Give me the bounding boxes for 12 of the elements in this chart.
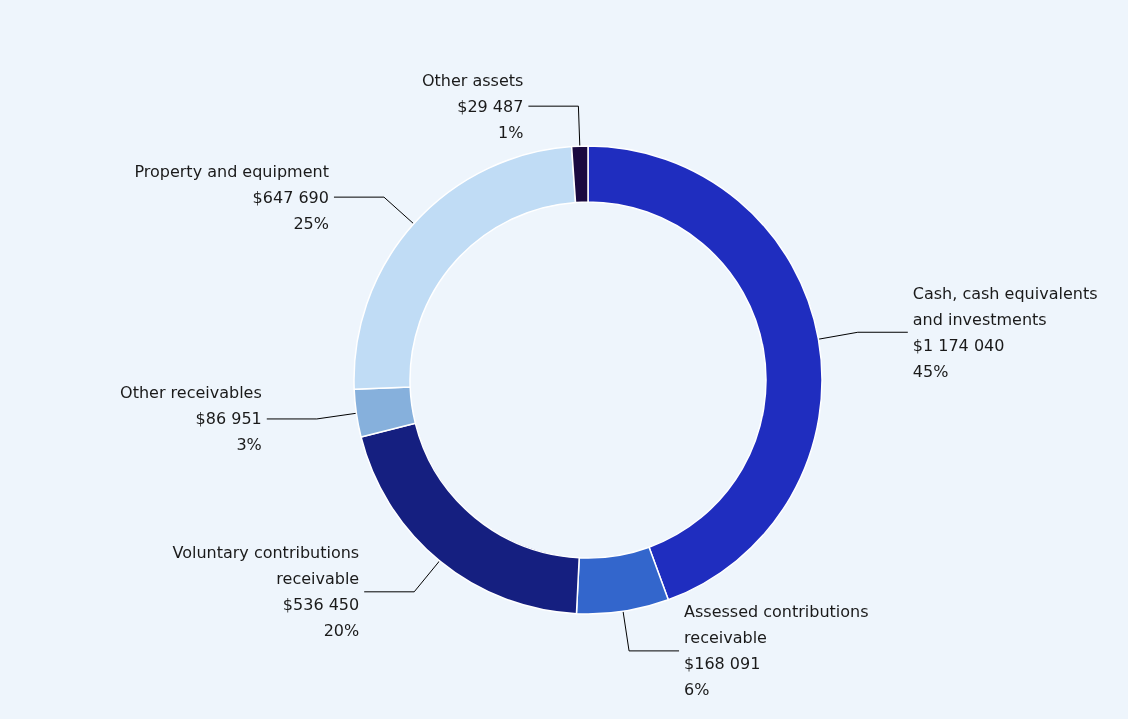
data-label: $168 091 6%: [684, 654, 761, 700]
slice-label: Assessed contributions receivable: [684, 602, 869, 648]
data-label: $647 690 25%: [252, 187, 329, 233]
slice-label: Other assets: [421, 70, 524, 90]
data-label: $536 450 20%: [282, 595, 360, 641]
slice-label: Other receivables: [120, 383, 262, 403]
data-label: $29 487 1%: [457, 96, 524, 142]
slice-label: Property and equipment: [134, 161, 329, 181]
data-label: $1 174 040 45%: [912, 335, 1005, 381]
slice-label: Voluntary contributions receivable: [172, 543, 360, 589]
data-label: $86 951 3%: [195, 409, 262, 455]
slice-label: Cash, cash equivalents and investments: [912, 283, 1098, 329]
